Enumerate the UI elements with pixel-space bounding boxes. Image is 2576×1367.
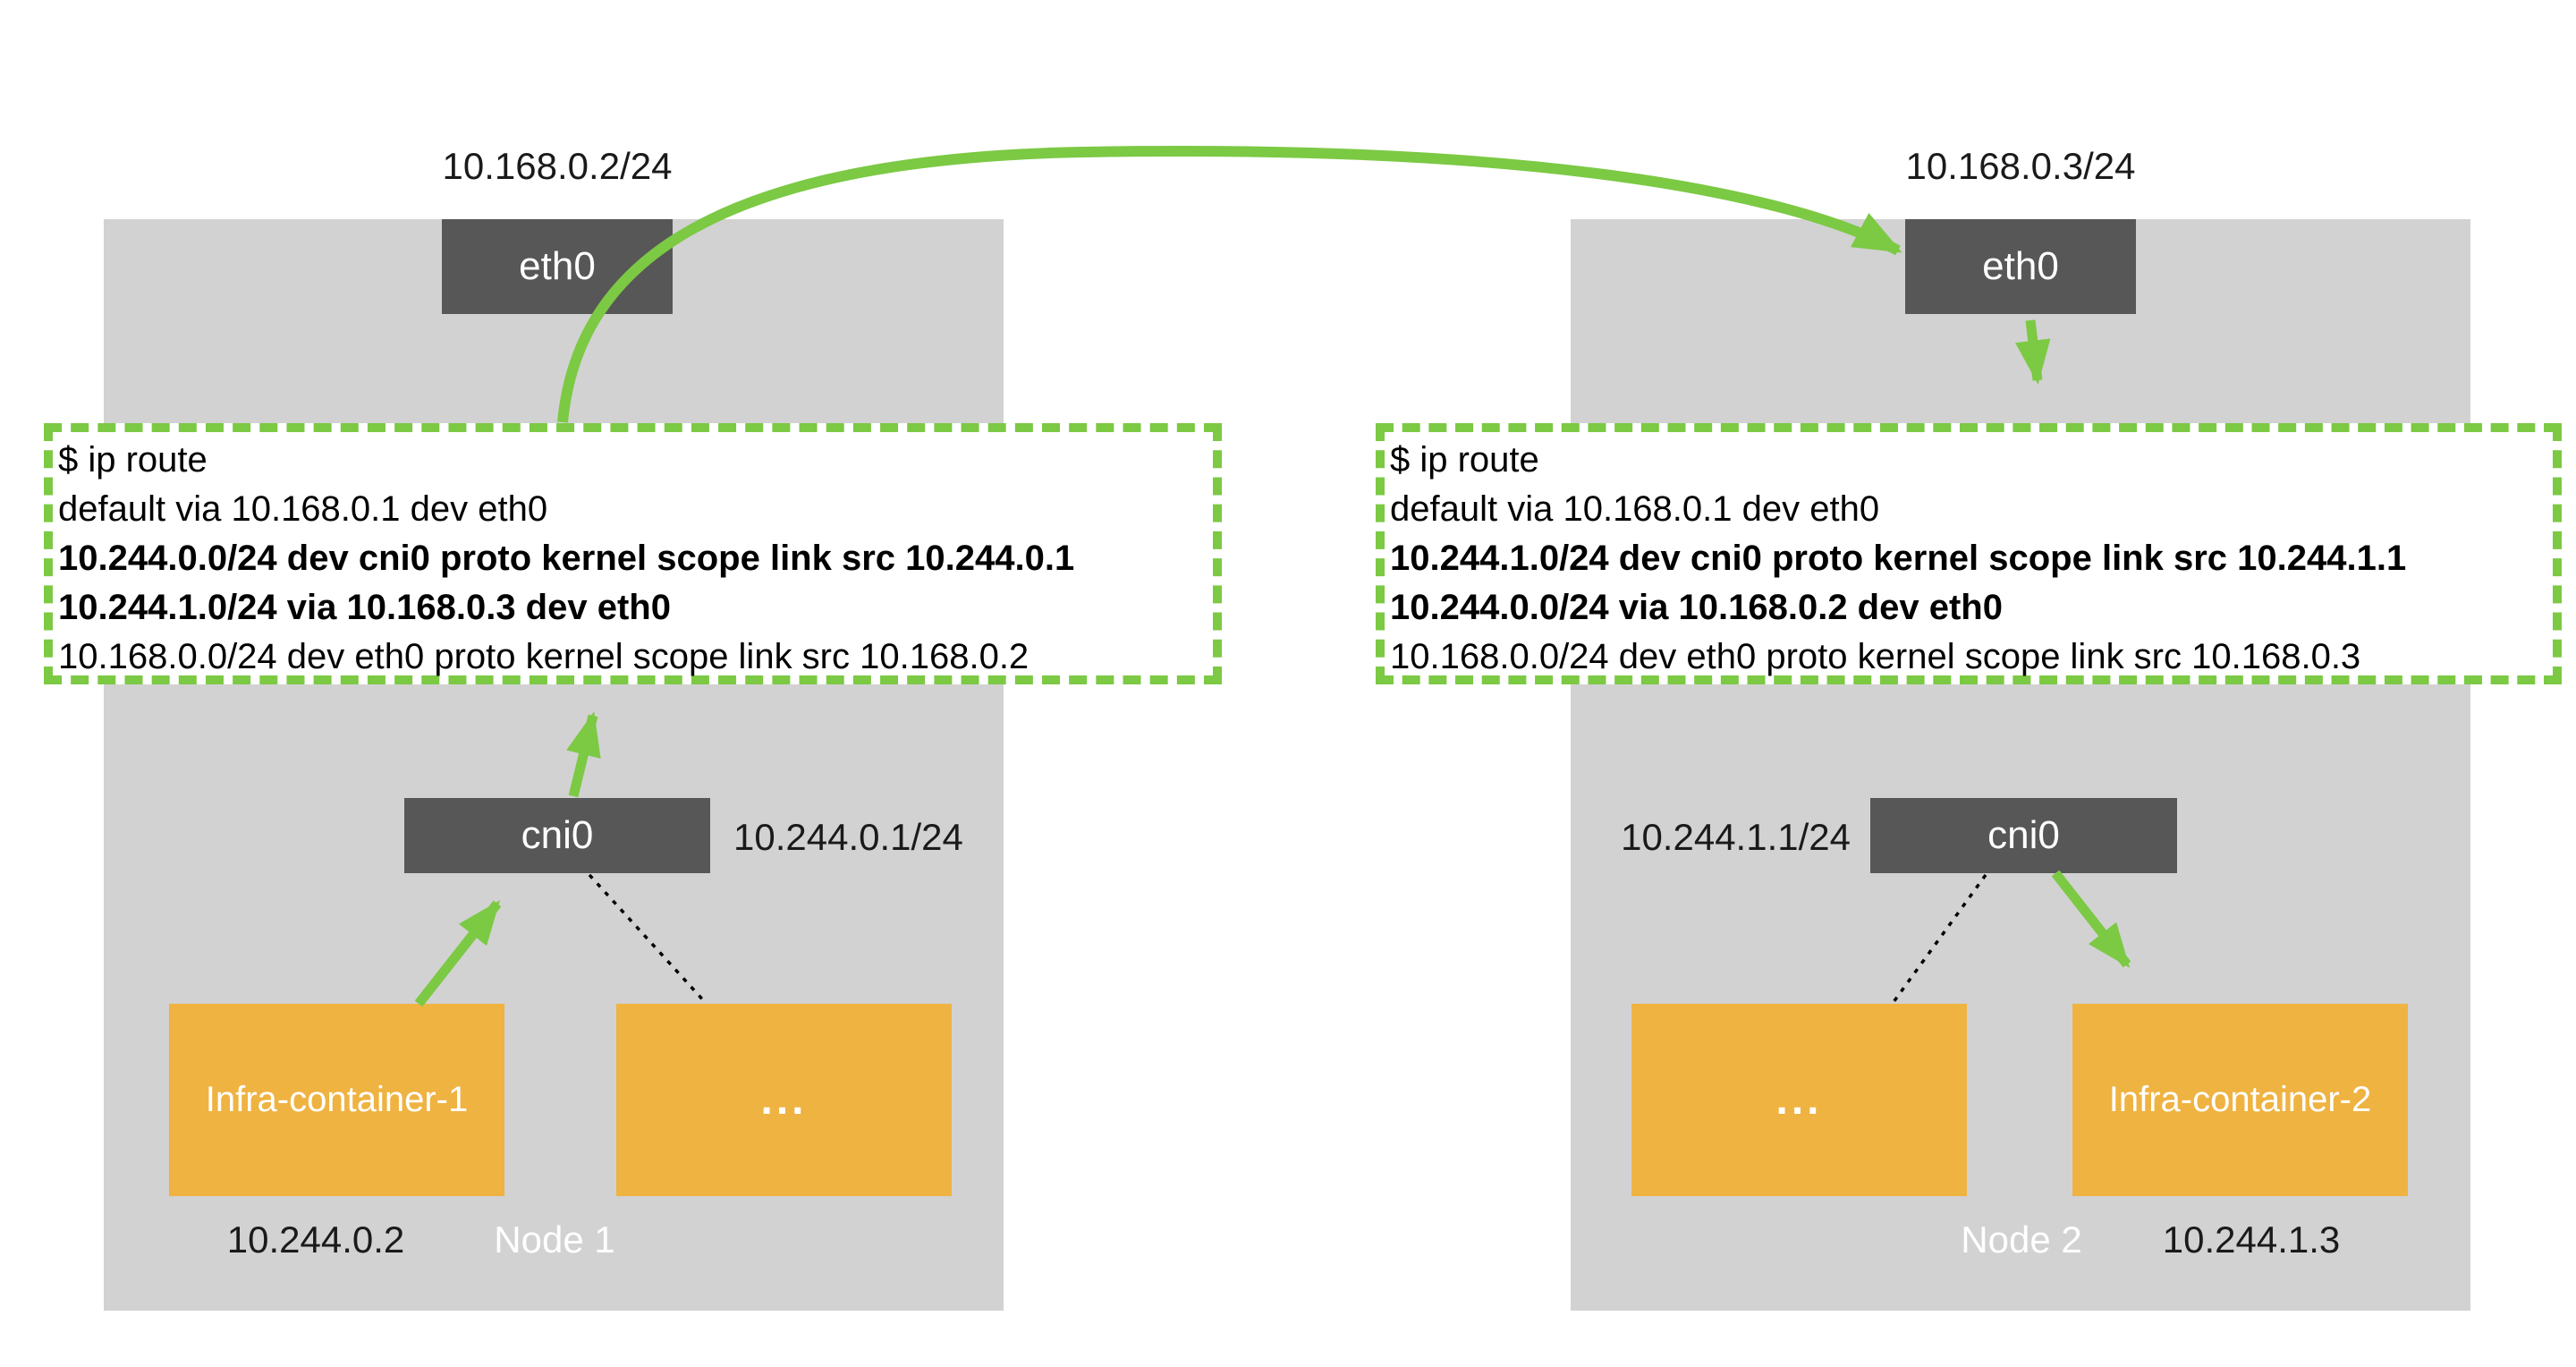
route-line: default via 10.168.0.1 dev eth0 <box>1390 489 1880 529</box>
route-line: 10.244.0.0/24 dev cni0 proto kernel scop… <box>58 539 1075 578</box>
node2-label: Node 2 <box>1961 1218 2082 1261</box>
node1-pod-ip: 10.244.0.2 <box>226 1218 405 1261</box>
route-line: 10.244.1.0/24 via 10.168.0.3 dev eth0 <box>58 588 671 627</box>
container-label: Infra-container-2 <box>2108 1080 2372 1119</box>
node1-eth0-box: eth0 <box>442 219 673 314</box>
route-line: 10.244.1.0/24 dev cni0 proto kernel scop… <box>1390 539 2407 578</box>
route-line: default via 10.168.0.1 dev eth0 <box>58 489 548 529</box>
node2-eth0-box: eth0 <box>1905 219 2136 314</box>
container-label: ... <box>1775 1076 1823 1124</box>
node2-more-containers: ... <box>1631 1004 1967 1196</box>
node2-route-table: $ ip route default via 10.168.0.1 dev et… <box>1376 423 2562 684</box>
node2-cni0-box: cni0 <box>1870 798 2177 873</box>
node1-cni0-ip: 10.244.0.1/24 <box>733 816 963 858</box>
route-line: $ ip route <box>1390 440 1539 480</box>
route-line: 10.244.0.0/24 via 10.168.0.2 dev eth0 <box>1390 588 2003 627</box>
node1-cni0-label: cni0 <box>521 813 594 857</box>
route-line: 10.168.0.0/24 dev eth0 proto kernel scop… <box>1390 637 2361 676</box>
node2-eth0-label: eth0 <box>1982 244 2059 288</box>
node1-cni0-box: cni0 <box>404 798 710 873</box>
route-line: 10.168.0.0/24 dev eth0 proto kernel scop… <box>58 637 1030 676</box>
container-label: ... <box>760 1076 808 1124</box>
node1-more-containers: ... <box>616 1004 952 1196</box>
node2-cni0-ip: 10.244.1.1/24 <box>1621 816 1851 858</box>
node2-eth0-ip: 10.168.0.3/24 <box>1905 145 2136 187</box>
node1-eth0-label: eth0 <box>519 244 596 288</box>
route-line: $ ip route <box>58 440 208 480</box>
container-label: Infra-container-1 <box>205 1080 469 1119</box>
node1-label: Node 1 <box>494 1218 615 1261</box>
node2-pod-ip: 10.244.1.3 <box>2162 1218 2341 1261</box>
node1-infra-container: Infra-container-1 <box>169 1004 504 1196</box>
node1-eth0-ip: 10.168.0.2/24 <box>442 145 673 187</box>
node2-infra-container: Infra-container-2 <box>2072 1004 2408 1196</box>
node1-route-table: $ ip route default via 10.168.0.1 dev et… <box>44 423 1222 684</box>
node2-cni0-label: cni0 <box>1987 813 2060 857</box>
